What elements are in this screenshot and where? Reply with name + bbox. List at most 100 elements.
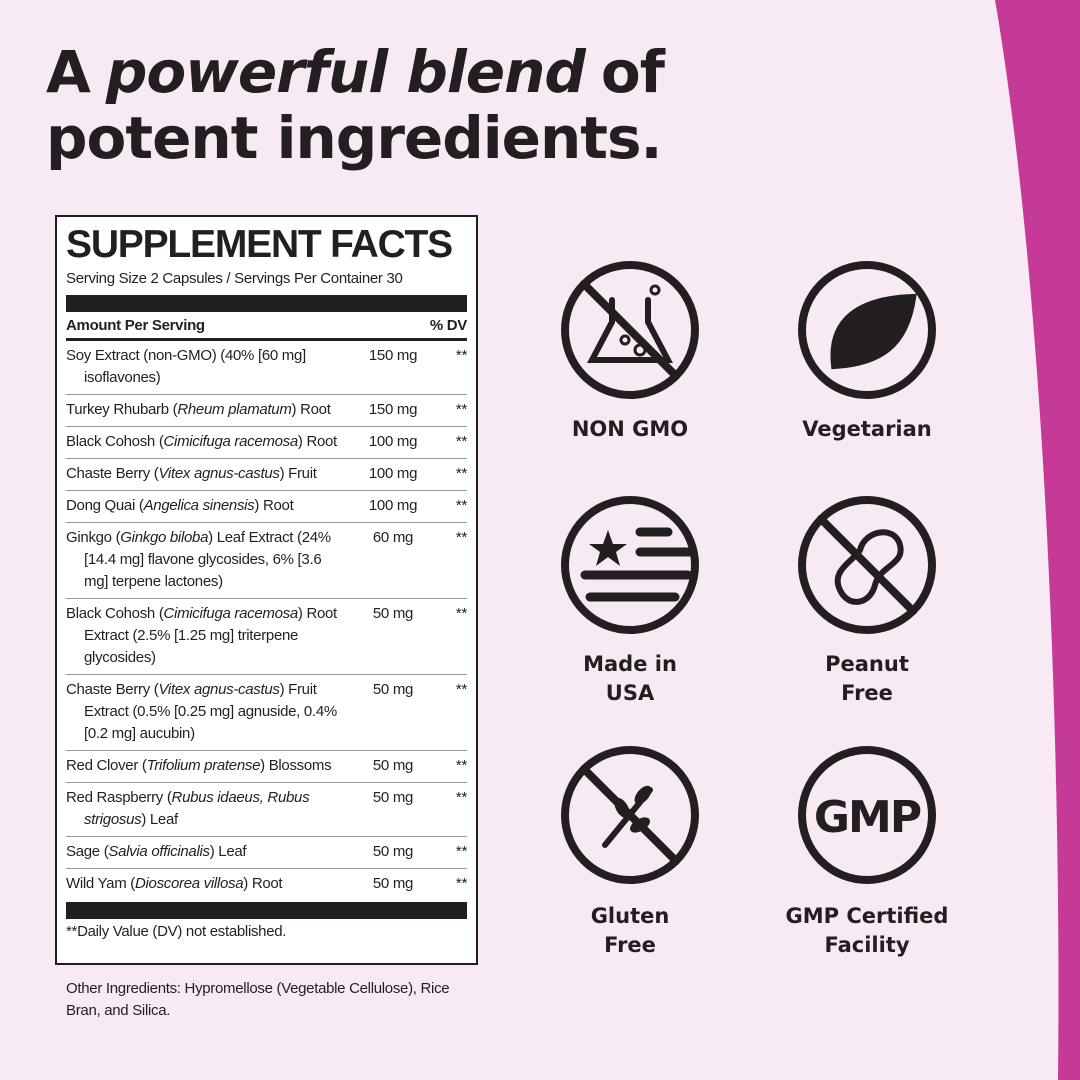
name-part: Black Cohosh ( xyxy=(66,605,164,622)
amount: 100 mg xyxy=(368,465,418,482)
facts-row: Black Cohosh (Cimicifuga racemosa) Root … xyxy=(66,599,467,675)
divider-bar xyxy=(66,295,467,312)
amount: 60 mg xyxy=(372,529,414,546)
daily-value: ** xyxy=(455,401,467,418)
name-part: Ginkgo biloba xyxy=(120,529,209,546)
amount: 50 mg xyxy=(372,789,414,806)
name-part: Sage ( xyxy=(66,843,109,860)
facts-row: Ginkgo (Ginkgo biloba) Leaf Extract (24%… xyxy=(66,523,467,599)
daily-value: ** xyxy=(455,681,467,698)
name-part: ) Blossoms xyxy=(260,757,332,774)
name-part: Cimicifuga racemosa xyxy=(163,605,299,622)
daily-value: ** xyxy=(455,433,467,450)
ingredient-name: Chaste Berry (Vitex agnus-castus) Fruit … xyxy=(66,679,348,745)
amount: 50 mg xyxy=(372,605,414,622)
name-part: Soy Extract (non-GMO) (40% [60 mg] isofl… xyxy=(66,347,306,386)
ingredient-name: Chaste Berry (Vitex agnus-castus) Fruit xyxy=(66,463,348,485)
name-part: ) Root Extract (2.5% [1.25 mg] triterpen… xyxy=(84,605,337,666)
daily-value: ** xyxy=(455,757,467,774)
badge-label-line: GMP Certified xyxy=(785,904,949,928)
name-part: ) Leaf xyxy=(141,811,178,828)
ingredient-name: Dong Quai (Angelica sinensis) Root xyxy=(66,495,348,517)
badge-label: NON GMO xyxy=(520,415,740,444)
name-part: Turkey Rhubarb ( xyxy=(66,401,178,418)
daily-value: ** xyxy=(455,605,467,622)
daily-value: ** xyxy=(455,465,467,482)
amount: 50 mg xyxy=(372,843,414,860)
headline-part: A xyxy=(46,38,91,106)
facts-row: Soy Extract (non-GMO) (40% [60 mg] isofl… xyxy=(66,341,467,395)
amount: 150 mg xyxy=(368,347,418,364)
badge-label: Gluten Free xyxy=(520,902,740,960)
badge-label-line: Free xyxy=(604,933,656,957)
header-amount: Amount Per Serving xyxy=(66,317,205,334)
name-part: Chaste Berry ( xyxy=(66,465,159,482)
other-ingredients: Other Ingredients: Hypromellose (Vegetab… xyxy=(66,980,450,1019)
amount: 100 mg xyxy=(368,433,418,450)
amount: 50 mg xyxy=(372,875,414,892)
facts-row: Wild Yam (Dioscorea villosa) Root 50 mg ** xyxy=(66,869,467,900)
facts-row: Sage (Salvia officinalis) Leaf 50 mg ** xyxy=(66,837,467,869)
facts-row: Red Clover (Trifolium pratense) Blossoms… xyxy=(66,751,467,783)
name-part: ) Fruit xyxy=(279,465,317,482)
supplement-facts: SUPPLEMENT FACTS Serving Size 2 Capsules… xyxy=(55,215,478,965)
amount: 150 mg xyxy=(368,401,418,418)
gmp-icon-text: GMP xyxy=(814,792,921,843)
amount: 50 mg xyxy=(372,757,414,774)
badge-label-line: USA xyxy=(605,681,655,705)
name-part: Chaste Berry ( xyxy=(66,681,159,698)
header-dv: % DV xyxy=(429,317,467,334)
daily-value: ** xyxy=(455,347,467,364)
name-part: Rubus idaeus, Rubus strigosus xyxy=(84,789,310,828)
badge-label: Made in USA xyxy=(520,650,740,708)
amount: 50 mg xyxy=(372,681,414,698)
name-part: ) Root xyxy=(291,401,331,418)
headline: potent ingredients. xyxy=(46,104,663,172)
name-part: ) Leaf Extract (24% [14.4 mg] flavone gl… xyxy=(84,529,331,590)
facts-title: SUPPLEMENT FACTS xyxy=(66,223,453,266)
facts-row: Chaste Berry (Vitex agnus-castus) Fruit … xyxy=(66,675,467,751)
name-part: Vitex agnus-castus xyxy=(158,681,280,698)
name-part: Red Clover ( xyxy=(66,757,147,774)
badge-label: Vegetarian xyxy=(757,415,977,444)
name-part: Vitex agnus-castus xyxy=(158,465,280,482)
table-header: Amount Per Serving % DV xyxy=(66,312,467,341)
rows: Soy Extract (non-GMO) (40% [60 mg] isofl… xyxy=(66,341,467,900)
divider-bar xyxy=(66,902,467,919)
ingredient-name: Soy Extract (non-GMO) (40% [60 mg] isofl… xyxy=(66,345,348,389)
serving-size: Serving Size 2 Capsules / Servings Per C… xyxy=(66,270,403,287)
name-part: Red Raspberry ( xyxy=(66,789,172,806)
badge-label-line: Free xyxy=(841,681,893,705)
name-part: Salvia officinalis xyxy=(108,843,210,860)
name-part: ) Fruit Extract (0.5% [0.25 mg] agnuside… xyxy=(84,681,337,742)
daily-value: ** xyxy=(455,843,467,860)
name-part: Dioscorea villosa xyxy=(134,875,244,892)
daily-value: ** xyxy=(455,529,467,546)
name-part: Rheum plamatum xyxy=(177,401,292,418)
headline-part: of xyxy=(600,38,665,106)
name-part: Dong Quai ( xyxy=(66,497,144,514)
ingredient-name: Wild Yam (Dioscorea villosa) Root xyxy=(66,873,348,895)
ingredient-name: Ginkgo (Ginkgo biloba) Leaf Extract (24%… xyxy=(66,527,348,593)
name-part: ) Leaf xyxy=(209,843,247,860)
badge-label: Peanut Free xyxy=(757,650,977,708)
daily-value: ** xyxy=(455,789,467,806)
headline-part: powerful blend xyxy=(105,38,586,106)
badge-label-line: Facility xyxy=(824,933,910,957)
badge-label-line: Peanut xyxy=(825,652,909,676)
name-part: ) Root xyxy=(297,433,337,450)
badge-label-line: Gluten xyxy=(590,904,670,928)
name-part: Ginkgo ( xyxy=(66,529,121,546)
badge-label: GMP Certified Facility xyxy=(757,902,977,960)
facts-row: Chaste Berry (Vitex agnus-castus) Fruit 1… xyxy=(66,459,467,491)
ingredient-name: Sage (Salvia officinalis) Leaf xyxy=(66,841,348,863)
footnote: **Daily Value (DV) not established. xyxy=(66,923,287,940)
name-part: Wild Yam ( xyxy=(66,875,135,892)
ingredient-name: Black Cohosh (Cimicifuga racemosa) Root xyxy=(66,431,348,453)
ingredient-name: Black Cohosh (Cimicifuga racemosa) Root … xyxy=(66,603,348,669)
daily-value: ** xyxy=(455,875,467,892)
ingredient-name: Turkey Rhubarb (Rheum plamatum) Root xyxy=(66,399,348,421)
name-part: Black Cohosh ( xyxy=(66,433,164,450)
